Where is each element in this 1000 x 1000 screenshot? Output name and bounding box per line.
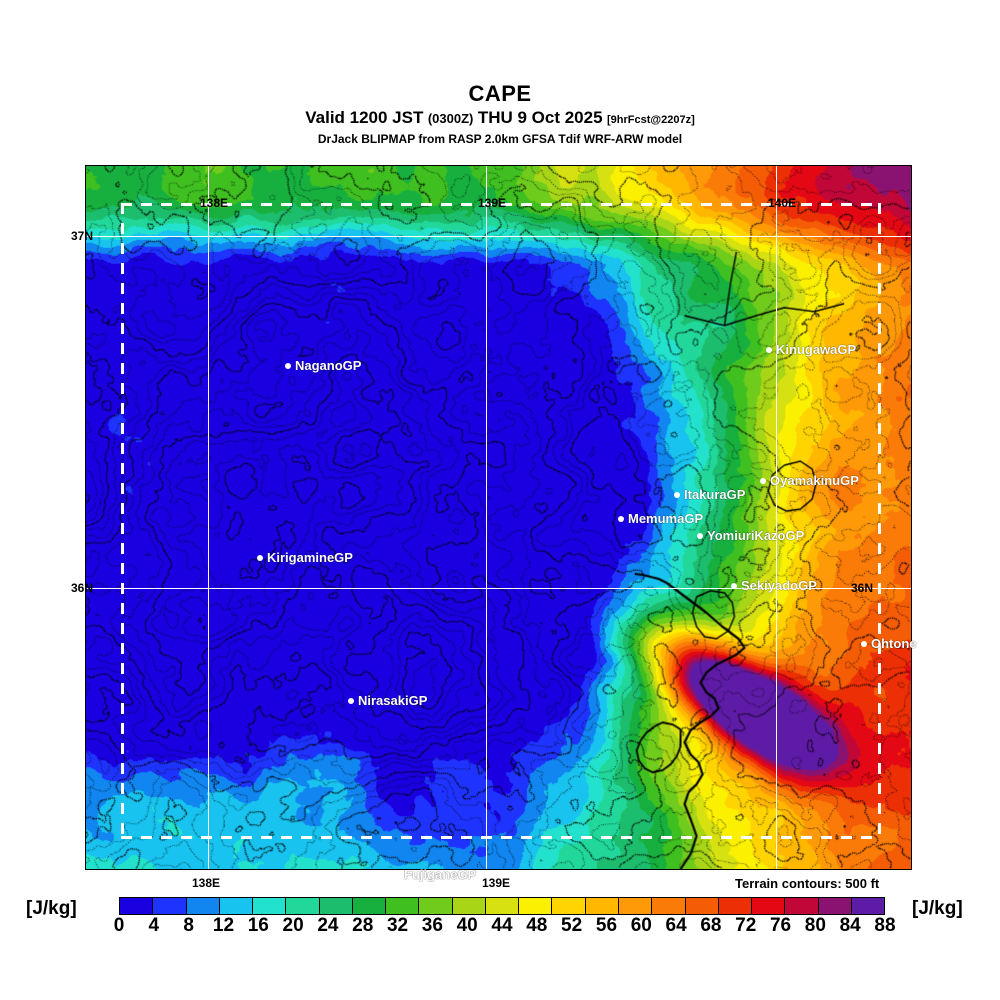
colorbar-tick: 4 [148, 915, 160, 936]
colorbar-swatch [618, 898, 653, 914]
colorbar-tick: 32 [386, 915, 409, 936]
colorbar-swatch [818, 898, 852, 914]
colorbar-tick: 44 [491, 915, 513, 936]
colorbar-tick: 88 [874, 915, 896, 936]
colorbar-swatch [386, 898, 420, 914]
cape-colorbar[interactable] [119, 897, 885, 915]
cape-heatmap-canvas [86, 166, 911, 869]
colorbar-tick: 76 [769, 915, 792, 936]
colorbar-tick: 20 [282, 915, 304, 936]
colorbar-swatch [153, 898, 187, 914]
colorbar-tick: 52 [561, 915, 583, 936]
colorbar-swatch [219, 898, 254, 914]
colorbar-tick: 72 [735, 915, 757, 936]
colorbar-swatch [286, 898, 320, 914]
colorbar-swatch [452, 898, 486, 914]
axis-label: 139E [482, 876, 511, 890]
colorbar-unit-right: [J/kg] [912, 898, 963, 919]
colorbar-swatch [851, 898, 885, 914]
colorbar-swatch [120, 898, 154, 914]
colorbar-swatch [752, 898, 786, 914]
colorbar-swatch [718, 898, 753, 914]
cape-map-panel[interactable] [85, 165, 912, 870]
colorbar-tick: 64 [665, 915, 687, 936]
colorbar-tick: 40 [456, 915, 478, 936]
valid-zulu: (0300Z) [427, 111, 474, 126]
station-dot-icon [394, 871, 400, 878]
colorbar-tick: 60 [630, 915, 652, 936]
colorbar-tick: 8 [183, 915, 194, 936]
terrain-contour-note: Terrain contours: 500 ft [735, 876, 880, 891]
colorbar-tick: 36 [421, 915, 443, 936]
colorbar-swatch [552, 898, 586, 914]
colorbar-tick: 48 [526, 915, 548, 936]
colorbar-tick: 16 [247, 915, 269, 936]
colorbar-tick: 24 [317, 915, 339, 936]
colorbar-tick: 84 [839, 915, 861, 936]
colorbar-tick: 0 [113, 915, 125, 936]
valid-date: THU 9 Oct 2025 [477, 108, 603, 127]
colorbar-swatch [186, 898, 220, 914]
colorbar-swatch [253, 898, 287, 914]
colorbar-tick: 68 [700, 915, 722, 936]
model-description: DrJack BLIPMAP from RASP 2.0km GFSA Tdif… [317, 132, 683, 146]
colorbar-swatch [785, 898, 819, 914]
colorbar-swatch [419, 898, 453, 914]
valid-time-line: Valid 1200 JST (0300Z) THU 9 Oct 2025 [9… [0, 108, 1000, 130]
valid-prefix: Valid 1200 JST [305, 108, 424, 127]
colorbar-swatch [485, 898, 520, 914]
colorbar-swatch [319, 898, 353, 914]
page-title: CAPE [468, 81, 532, 106]
colorbar-swatch [585, 898, 619, 914]
colorbar-tick: 80 [804, 915, 826, 936]
colorbar-unit-left: [J/kg] [26, 898, 77, 919]
colorbar-swatch [685, 898, 719, 914]
colorbar-swatch [519, 898, 553, 914]
colorbar-tick: 56 [595, 915, 618, 936]
cape-colorbar-ticks: 0 4 8 12 16 20 24 28 32 36 40 44 48 52 56 60 64 68 72 76 80 8… [114, 915, 896, 939]
colorbar-swatch [352, 898, 387, 914]
colorbar-tick: 12 [212, 915, 235, 936]
axis-label: 138E [192, 876, 221, 890]
forecast-tag: [9hrFcst@2207z] [607, 114, 695, 126]
colorbar-tick: 28 [352, 915, 374, 936]
title-block: CAPE Valid 1200 JST (0300Z) THU 9 Oct 20… [0, 82, 1000, 147]
colorbar-swatch [652, 898, 686, 914]
